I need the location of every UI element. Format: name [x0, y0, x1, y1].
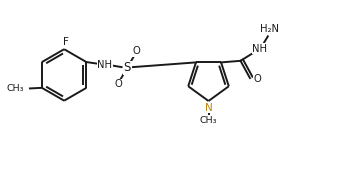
Text: CH₃: CH₃	[200, 116, 217, 125]
Text: H₂N: H₂N	[260, 24, 279, 34]
Text: NH: NH	[97, 60, 112, 70]
Text: S: S	[124, 61, 131, 74]
Text: O: O	[132, 46, 140, 56]
Text: N: N	[205, 103, 212, 113]
Text: O: O	[254, 74, 261, 84]
Text: F: F	[63, 37, 69, 47]
Text: CH₃: CH₃	[7, 84, 24, 93]
Text: NH: NH	[253, 44, 268, 54]
Text: O: O	[114, 79, 122, 89]
